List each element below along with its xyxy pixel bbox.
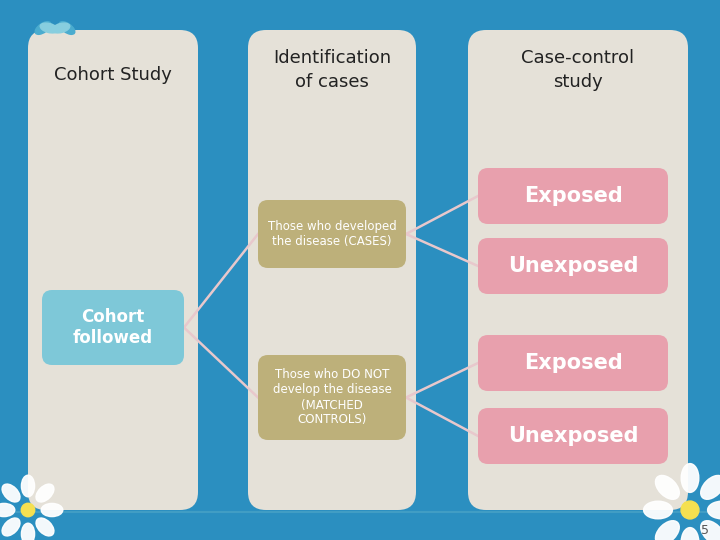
Ellipse shape bbox=[644, 501, 672, 519]
Text: Identification
of cases: Identification of cases bbox=[273, 49, 391, 91]
Ellipse shape bbox=[655, 521, 679, 540]
Ellipse shape bbox=[59, 22, 75, 35]
Ellipse shape bbox=[681, 528, 699, 540]
Text: Case-control
study: Case-control study bbox=[521, 49, 634, 91]
Ellipse shape bbox=[22, 523, 35, 540]
Text: Exposed: Exposed bbox=[523, 353, 622, 373]
FancyBboxPatch shape bbox=[248, 30, 416, 510]
Text: Cohort
followed: Cohort followed bbox=[73, 308, 153, 347]
Ellipse shape bbox=[708, 501, 720, 519]
Text: Those who developed
the disease (CASES): Those who developed the disease (CASES) bbox=[268, 220, 397, 248]
Ellipse shape bbox=[0, 503, 15, 517]
Ellipse shape bbox=[2, 518, 20, 536]
Ellipse shape bbox=[701, 475, 720, 500]
Ellipse shape bbox=[36, 518, 54, 536]
Text: Unexposed: Unexposed bbox=[508, 426, 638, 446]
Text: Unexposed: Unexposed bbox=[508, 256, 638, 276]
Text: Exposed: Exposed bbox=[523, 186, 622, 206]
Text: Cohort Study: Cohort Study bbox=[54, 66, 172, 84]
Ellipse shape bbox=[35, 22, 51, 35]
FancyBboxPatch shape bbox=[478, 168, 668, 224]
Text: 5: 5 bbox=[701, 523, 709, 537]
FancyBboxPatch shape bbox=[478, 335, 668, 391]
FancyBboxPatch shape bbox=[478, 238, 668, 294]
Ellipse shape bbox=[701, 521, 720, 540]
FancyBboxPatch shape bbox=[468, 30, 688, 510]
FancyBboxPatch shape bbox=[478, 408, 668, 464]
Ellipse shape bbox=[2, 484, 20, 502]
Ellipse shape bbox=[40, 23, 58, 33]
Ellipse shape bbox=[53, 23, 70, 33]
Circle shape bbox=[22, 503, 35, 517]
Ellipse shape bbox=[655, 475, 679, 500]
FancyBboxPatch shape bbox=[258, 355, 406, 440]
Ellipse shape bbox=[22, 475, 35, 497]
Circle shape bbox=[681, 501, 699, 519]
Ellipse shape bbox=[681, 464, 699, 492]
Ellipse shape bbox=[36, 484, 54, 502]
FancyBboxPatch shape bbox=[28, 30, 198, 510]
Text: Those who DO NOT
develop the disease
(MATCHED
CONTROLS): Those who DO NOT develop the disease (MA… bbox=[273, 368, 392, 427]
FancyBboxPatch shape bbox=[42, 290, 184, 365]
FancyBboxPatch shape bbox=[258, 200, 406, 268]
Ellipse shape bbox=[41, 503, 63, 517]
